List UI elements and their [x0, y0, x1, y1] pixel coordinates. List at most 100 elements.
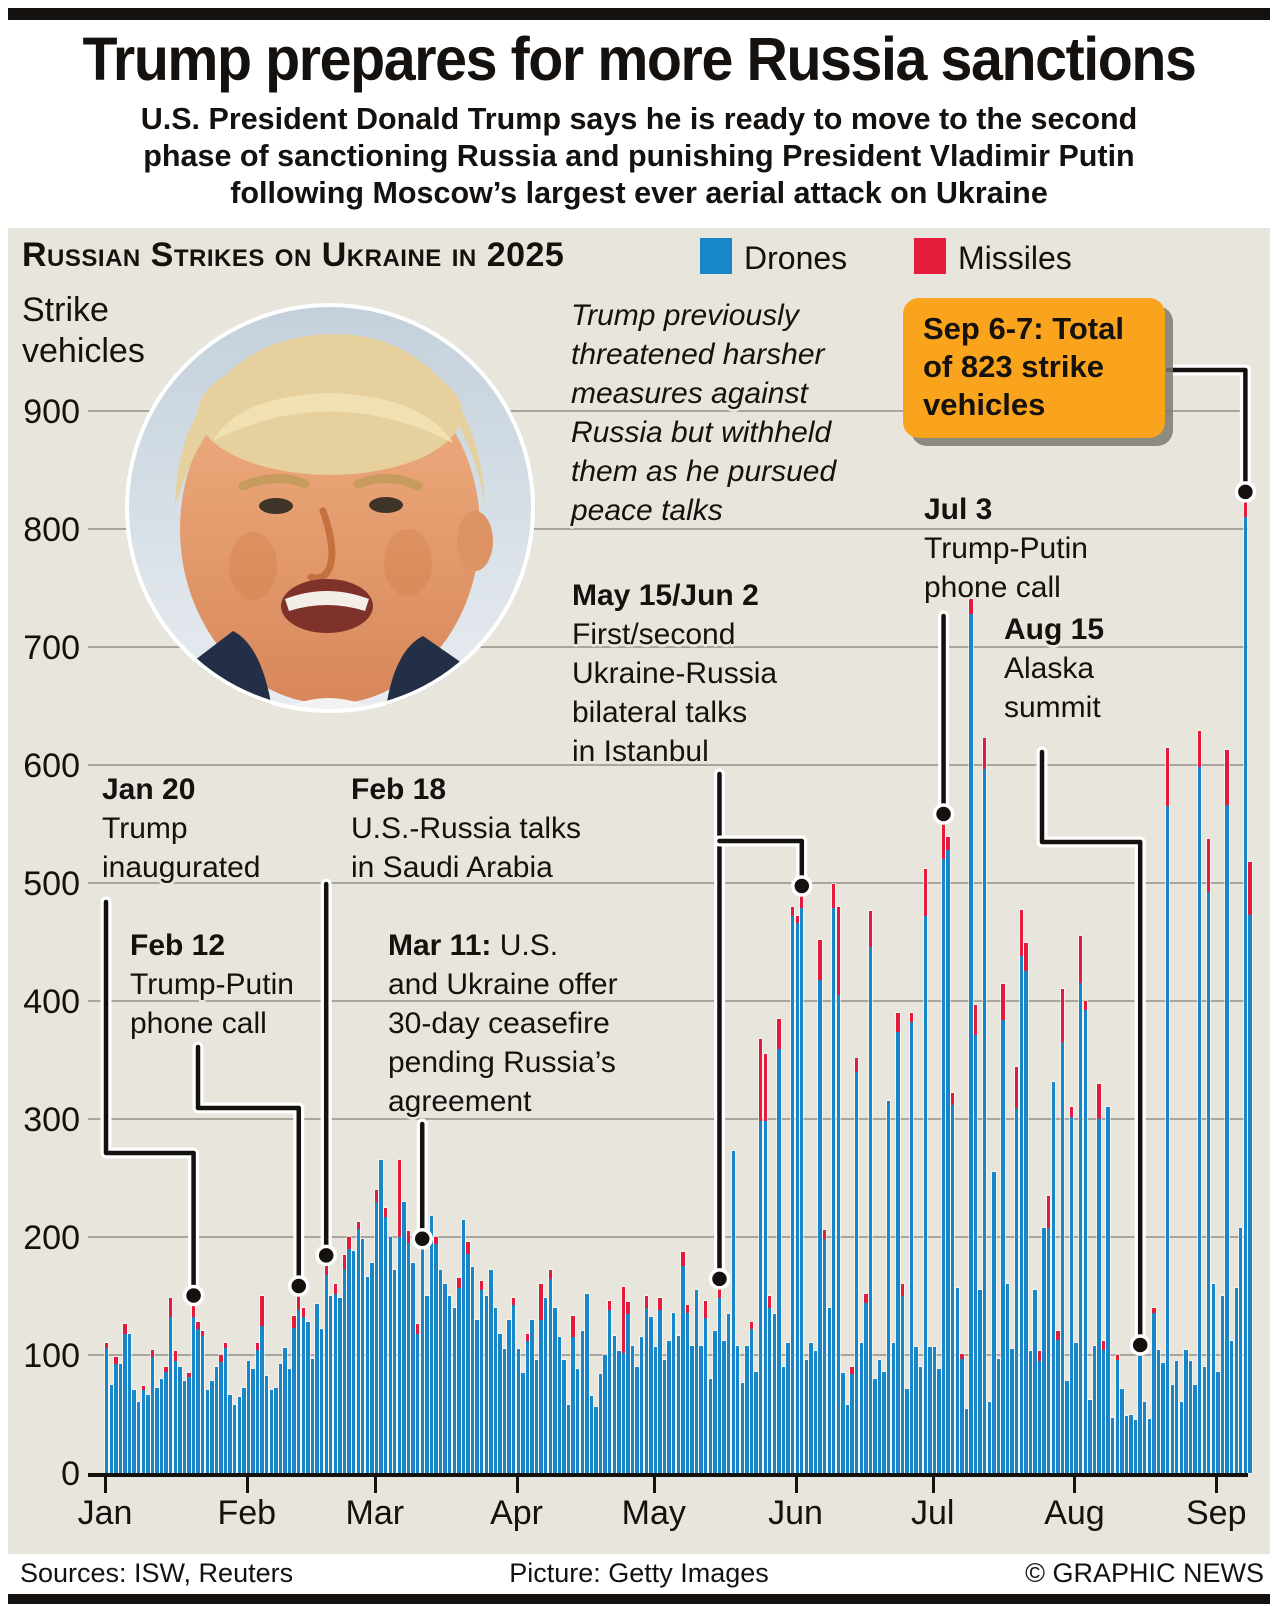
missiles-segment: [1097, 1083, 1101, 1119]
strike-bar: [822, 1229, 827, 1473]
gridline-200: [88, 1236, 1248, 1238]
strike-bar: [525, 1333, 530, 1473]
strike-bar: [1051, 1082, 1055, 1473]
strike-bar: [470, 1266, 475, 1473]
missiles-segment: [685, 1305, 690, 1313]
x-tick-label-May: May: [621, 1494, 686, 1532]
strike-bar: [306, 1321, 310, 1473]
strike-bar: [187, 1372, 191, 1473]
strike-bar: [420, 1248, 424, 1473]
strike-bar: [1133, 1419, 1138, 1473]
strike-bar: [383, 1207, 388, 1473]
strike-bar: [155, 1388, 159, 1473]
strike-bar: [365, 1277, 370, 1473]
strike-bar: [1220, 1296, 1225, 1473]
subtitle-line-1: U.S. President Donald Trump says he is r…: [140, 102, 1138, 136]
missiles-segment: [1047, 1195, 1051, 1228]
strike-bar: [571, 1316, 575, 1473]
strike-bar: [1028, 1351, 1033, 1473]
strike-bar: [891, 1343, 895, 1473]
missiles-legend-swatch: [914, 238, 946, 274]
missiles-segment: [1079, 936, 1083, 984]
strike-bar: [315, 1304, 319, 1473]
strike-bar: [827, 1307, 831, 1473]
x-tick-label-Jan: Jan: [77, 1494, 133, 1532]
missiles-segment: [608, 1300, 612, 1311]
strike-bar: [864, 1293, 868, 1473]
missiles-segment: [105, 1343, 109, 1348]
strike-bar: [983, 737, 987, 1473]
strike-bar: [1207, 839, 1211, 1473]
y-tick-label-700: 700: [23, 629, 80, 667]
missiles-segment: [1037, 1351, 1042, 1361]
strike-bar: [964, 1409, 969, 1473]
strike-bar: [228, 1395, 232, 1473]
strike-bar: [1033, 1290, 1037, 1473]
strike-bar: [580, 1331, 584, 1473]
annotation-note: Trump previously threatened harsher meas…: [571, 299, 837, 527]
strike-bar: [132, 1390, 136, 1473]
strike-bar: [653, 1346, 658, 1473]
x-tick-label-Jun: Jun: [768, 1494, 823, 1532]
strike-bar: [886, 1101, 891, 1473]
strike-bar: [415, 1324, 420, 1473]
strike-bar: [425, 1296, 429, 1473]
strike-bar: [754, 1371, 758, 1473]
month-tick-Jul: [931, 1477, 935, 1493]
strike-bar: [909, 1012, 914, 1473]
strike-bar: [196, 1321, 200, 1473]
missiles-segment: [836, 906, 841, 996]
missiles-segment: [383, 1207, 388, 1217]
strike-bar: [626, 1301, 630, 1473]
strike-bar: [251, 1369, 255, 1473]
month-tick-Apr: [515, 1477, 519, 1493]
strike-bar: [708, 1378, 713, 1473]
strike-bar: [379, 1160, 383, 1473]
strike-bar: [813, 1351, 818, 1473]
x-tick-label-Jul: Jul: [910, 1494, 955, 1532]
strike-bar: [1092, 1345, 1097, 1473]
strike-bar: [1001, 984, 1005, 1473]
month-tick-Jun: [794, 1477, 798, 1493]
strike-bar: [507, 1319, 511, 1473]
strike-bar: [452, 1307, 456, 1473]
strike-bar: [169, 1298, 173, 1473]
strike-bar: [777, 1018, 781, 1473]
strike-bar: [516, 1349, 520, 1473]
strike-bar: [996, 1358, 1001, 1473]
strike-bar: [489, 1270, 493, 1473]
x-axis: [88, 1473, 1248, 1477]
strike-bar: [640, 1337, 644, 1473]
missiles-segment: [324, 1265, 328, 1275]
strike-bar: [333, 1284, 338, 1473]
strike-bar: [246, 1360, 251, 1473]
strike-bar: [731, 1150, 735, 1473]
strike-bar: [790, 906, 795, 1473]
missiles-segment: [909, 1012, 914, 1023]
strike-bar: [946, 836, 950, 1473]
strike-bar: [150, 1350, 155, 1473]
strike-bar: [278, 1364, 283, 1473]
strike-bar: [649, 1317, 653, 1473]
strike-bar: [1175, 1360, 1179, 1473]
bottom-rule: [8, 1594, 1270, 1604]
strike-bar: [667, 1340, 671, 1473]
strike-bar: [1216, 1371, 1220, 1473]
strike-bar: [141, 1385, 145, 1473]
month-tick-Mar: [373, 1477, 377, 1493]
strike-bar: [475, 1319, 479, 1473]
missiles-segment: [832, 884, 836, 908]
strike-bar: [896, 1012, 900, 1473]
trump-portrait-photo: [125, 303, 535, 713]
strike-bar: [544, 1298, 548, 1473]
missiles-segment: [123, 1324, 127, 1334]
missiles-segment: [704, 1300, 708, 1319]
strike-bar: [292, 1316, 296, 1473]
y-tick-label-100: 100: [23, 1337, 80, 1375]
strike-bar: [1211, 1284, 1216, 1473]
missiles-segment: [255, 1343, 260, 1351]
missiles-segment: [864, 1293, 868, 1304]
missiles-segment: [983, 737, 987, 769]
missiles-segment: [850, 1366, 854, 1374]
missiles-segment: [790, 906, 795, 917]
